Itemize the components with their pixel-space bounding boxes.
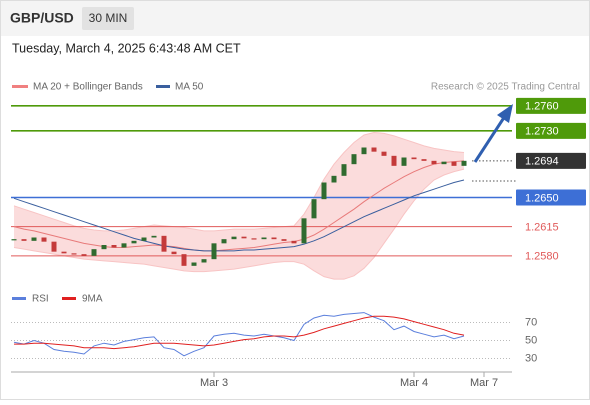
- bollinger-fill: [14, 132, 464, 280]
- plot: 1.2760 1.2730 1.2694 1.2650 1.2615 1.2580 Mar …: [11, 97, 586, 389]
- level-label: 1.2580: [525, 251, 559, 263]
- candle: [411, 157, 417, 160]
- candle: [111, 245, 117, 248]
- level-label: 1.2615: [525, 222, 559, 234]
- candle: [351, 154, 357, 165]
- candle: [241, 236, 247, 239]
- candle: [201, 259, 207, 263]
- y-tick-label: 30: [525, 352, 537, 364]
- candle: [291, 240, 297, 244]
- candle: [431, 160, 437, 165]
- candle: [361, 147, 367, 155]
- candle: [121, 243, 127, 248]
- legend-label: RSI: [32, 294, 49, 305]
- candle: [451, 161, 457, 166]
- candle: [381, 151, 387, 156]
- timeframe-box: [82, 7, 134, 30]
- level-box: [516, 97, 586, 114]
- candle: [171, 251, 177, 255]
- candle: [191, 262, 197, 266]
- candle: [391, 155, 397, 166]
- candle: [301, 218, 307, 244]
- candle: [81, 254, 87, 256]
- level-label: 1.2730: [525, 126, 559, 138]
- candle: [91, 249, 97, 256]
- candle: [161, 235, 167, 252]
- level-box: [516, 122, 586, 139]
- y-tick-label: 50: [525, 334, 537, 346]
- legend-label: MA 50: [175, 82, 204, 93]
- candle: [281, 239, 287, 241]
- candle: [321, 182, 327, 200]
- rsi-line: [13, 312, 465, 357]
- legend-swatch: [156, 85, 170, 88]
- x-tick-label: Mar 4: [400, 377, 428, 389]
- level-box: [516, 152, 586, 169]
- level-box: [516, 189, 586, 206]
- arrow-head: [497, 104, 513, 123]
- level-label: 1.2650: [525, 192, 559, 204]
- candle: [101, 245, 107, 250]
- rsi-line: [14, 315, 465, 350]
- level-label: 1.2760: [525, 101, 559, 113]
- candle: [341, 164, 347, 176]
- candle: [231, 236, 237, 240]
- candle: [251, 238, 257, 240]
- timeframe: 30 MIN: [89, 11, 128, 25]
- credit: Research © 2025 Trading Central: [431, 82, 580, 93]
- candle: [131, 240, 137, 244]
- candle: [371, 147, 377, 152]
- candle: [331, 175, 337, 183]
- candle: [221, 239, 227, 244]
- candle: [261, 237, 267, 240]
- legend-swatch: [12, 85, 28, 88]
- legend-swatch: [12, 297, 26, 300]
- ma-line: [13, 160, 465, 252]
- candle: [21, 239, 27, 241]
- candle: [401, 157, 407, 166]
- candle: [41, 237, 47, 242]
- legend-label: MA 20 + Bollinger Bands: [33, 82, 143, 93]
- bollinger-upper: [13, 131, 465, 232]
- candle: [11, 239, 17, 241]
- candle: [181, 254, 187, 266]
- arrow-shaft: [473, 115, 507, 163]
- legend-swatch: [62, 297, 76, 300]
- candle: [271, 237, 277, 240]
- ma-line: [13, 179, 465, 252]
- bollinger-lower: [13, 168, 465, 280]
- candle: [71, 253, 77, 255]
- candle: [461, 160, 467, 166]
- candle: [441, 161, 447, 165]
- candle: [141, 237, 147, 241]
- x-tick-label: Mar 3: [200, 377, 228, 389]
- x-tick-label: Mar 7: [470, 377, 498, 389]
- candle: [61, 251, 67, 254]
- candle: [421, 159, 427, 161]
- y-tick-label: 70: [525, 316, 537, 328]
- candle: [31, 237, 37, 241]
- symbol: GBP/USD: [10, 10, 74, 26]
- candle: [211, 243, 217, 260]
- candle: [311, 199, 317, 219]
- candle: [51, 241, 57, 252]
- candle: [151, 235, 157, 238]
- legend-label: 9MA: [82, 294, 103, 305]
- level-label: 1.2694: [525, 156, 559, 168]
- timestamp: Tuesday, March 4, 2025 6:43:48 AM CET: [12, 41, 241, 55]
